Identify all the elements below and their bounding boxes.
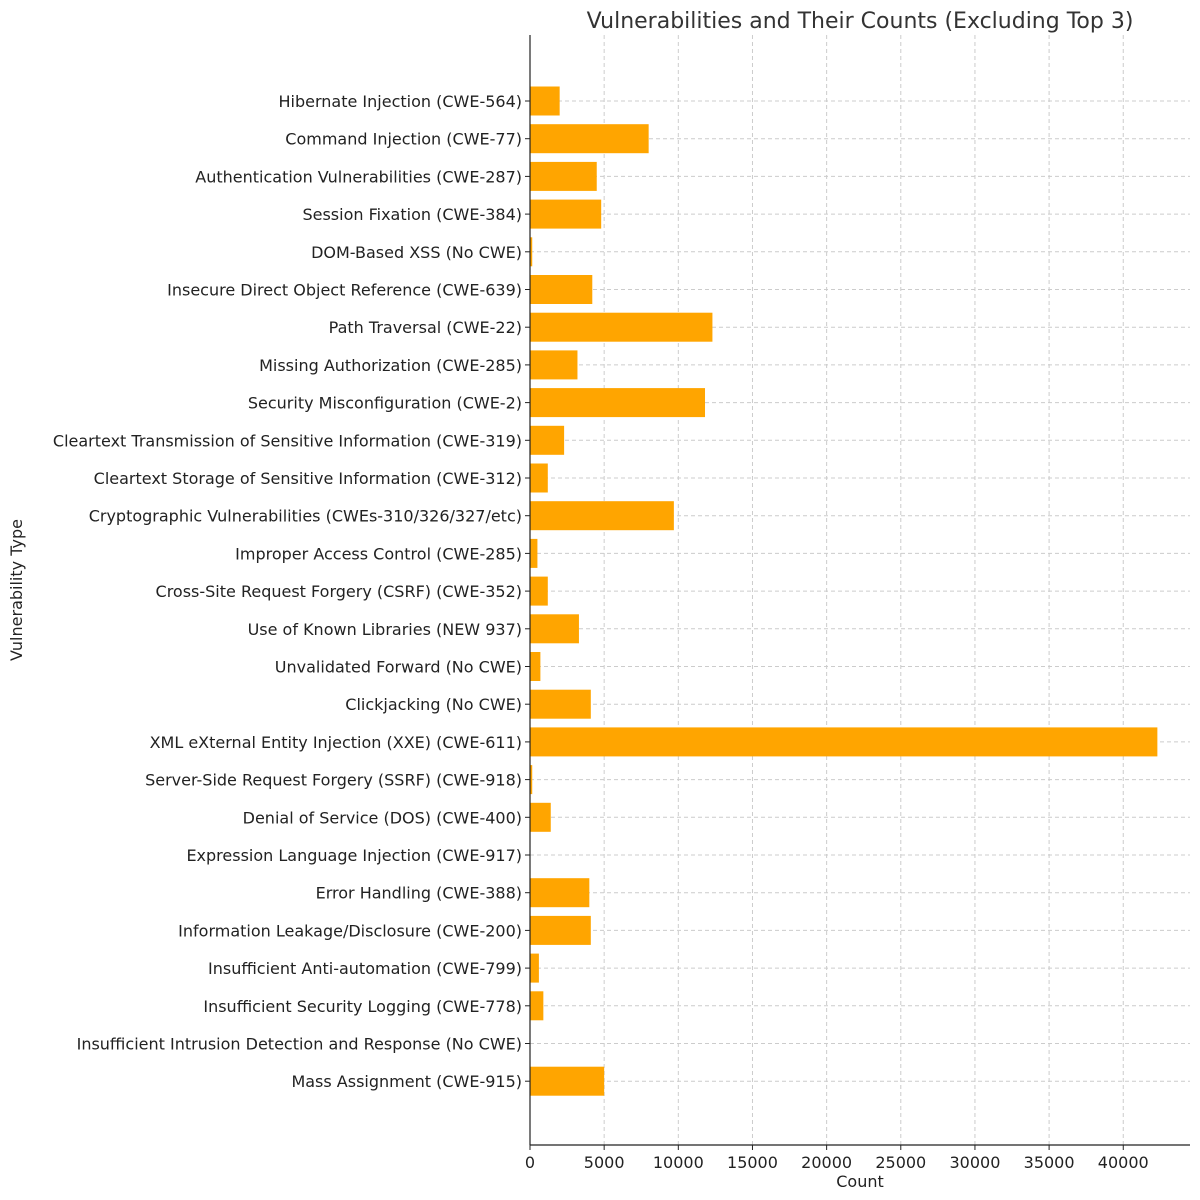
x-axis-ticks: 0 5000 10000 15000 20000 25000 30000 35000 40000 bbox=[525, 1145, 1149, 1172]
x-tick-label: 15000 bbox=[727, 1153, 778, 1172]
bar bbox=[530, 689, 591, 719]
category-label: DOM-Based XSS (No CWE) bbox=[311, 243, 522, 262]
bar bbox=[530, 501, 674, 531]
bar bbox=[530, 614, 579, 644]
category-label: Expression Language Injection (CWE-917) bbox=[186, 846, 522, 865]
bar bbox=[530, 86, 560, 116]
category-label: Insecure Direct Object Reference (CWE-63… bbox=[167, 281, 522, 300]
category-label: Missing Authorization (CWE-285) bbox=[259, 356, 522, 375]
category-label: Error Handling (CWE-388) bbox=[316, 884, 522, 903]
category-labels: Hibernate Injection (CWE-564) Command Inj… bbox=[53, 92, 530, 1091]
category-label: Server-Side Request Forgery (SSRF) (CWE-… bbox=[145, 771, 522, 790]
category-label: Clickjacking (No CWE) bbox=[345, 695, 522, 714]
x-tick-label: 5000 bbox=[584, 1153, 625, 1172]
bar bbox=[530, 991, 544, 1021]
bar bbox=[530, 727, 1158, 757]
bar bbox=[530, 576, 548, 606]
x-tick-label: 25000 bbox=[875, 1153, 926, 1172]
category-label: Information Leakage/Disclosure (CWE-200) bbox=[178, 921, 522, 940]
category-label: Unvalidated Forward (No CWE) bbox=[275, 658, 522, 677]
x-tick-label: 20000 bbox=[801, 1153, 852, 1172]
bar bbox=[530, 953, 539, 983]
category-label: Mass Assignment (CWE-915) bbox=[291, 1072, 522, 1091]
bar bbox=[530, 1066, 605, 1096]
category-label: Cleartext Storage of Sensitive Informati… bbox=[94, 469, 522, 488]
x-tick-label: 35000 bbox=[1024, 1153, 1075, 1172]
category-label: Insufficient Security Logging (CWE-778) bbox=[203, 997, 522, 1016]
category-label: Security Misconfiguration (CWE-2) bbox=[248, 394, 522, 413]
category-label: Insufficient Intrusion Detection and Res… bbox=[77, 1035, 522, 1054]
category-label: Path Traversal (CWE-22) bbox=[329, 318, 522, 337]
category-label: Session Fixation (CWE-384) bbox=[302, 205, 522, 224]
bar bbox=[530, 802, 551, 832]
bar bbox=[530, 161, 597, 191]
category-label: Cleartext Transmission of Sensitive Info… bbox=[53, 431, 522, 450]
x-tick-label: 10000 bbox=[653, 1153, 704, 1172]
grid bbox=[529, 35, 1190, 1145]
bar bbox=[530, 237, 533, 267]
bar bbox=[530, 915, 591, 945]
category-label: Authentication Vulnerabilities (CWE-287) bbox=[195, 167, 522, 186]
bar bbox=[530, 199, 602, 229]
bars bbox=[530, 86, 1158, 1096]
bar bbox=[530, 312, 713, 342]
bar bbox=[530, 350, 578, 380]
category-label: Cross-Site Request Forgery (CSRF) (CWE-3… bbox=[156, 582, 522, 601]
bar bbox=[530, 652, 541, 681]
category-label: Hibernate Injection (CWE-564) bbox=[279, 92, 523, 111]
bar bbox=[530, 124, 649, 154]
category-label: Denial of Service (DOS) (CWE-400) bbox=[243, 808, 522, 827]
category-label: Cryptographic Vulnerabilities (CWEs-310/… bbox=[89, 507, 522, 526]
bar bbox=[530, 463, 548, 493]
chart-title: Vulnerabilities and Their Counts (Exclud… bbox=[587, 9, 1134, 34]
y-axis-label: Vulnerability Type bbox=[7, 519, 26, 661]
x-tick-label: 30000 bbox=[949, 1153, 1000, 1172]
category-label: Use of Known Libraries (NEW 937) bbox=[248, 620, 522, 639]
bar bbox=[530, 425, 565, 455]
category-label: Command Injection (CWE-77) bbox=[285, 130, 522, 149]
x-axis-label: Count bbox=[836, 1172, 884, 1191]
category-label: Improper Access Control (CWE-285) bbox=[235, 544, 522, 563]
bar bbox=[530, 275, 593, 304]
x-tick-label: 40000 bbox=[1098, 1153, 1149, 1172]
category-label: XML eXternal Entity Injection (XXE) (CWE… bbox=[150, 733, 522, 752]
bar bbox=[530, 538, 538, 568]
bar bbox=[530, 878, 590, 908]
bar bbox=[530, 388, 706, 418]
bar bbox=[530, 765, 533, 795]
x-tick-label: 0 bbox=[525, 1153, 535, 1172]
category-label: Insufficient Anti-automation (CWE-799) bbox=[208, 959, 522, 978]
